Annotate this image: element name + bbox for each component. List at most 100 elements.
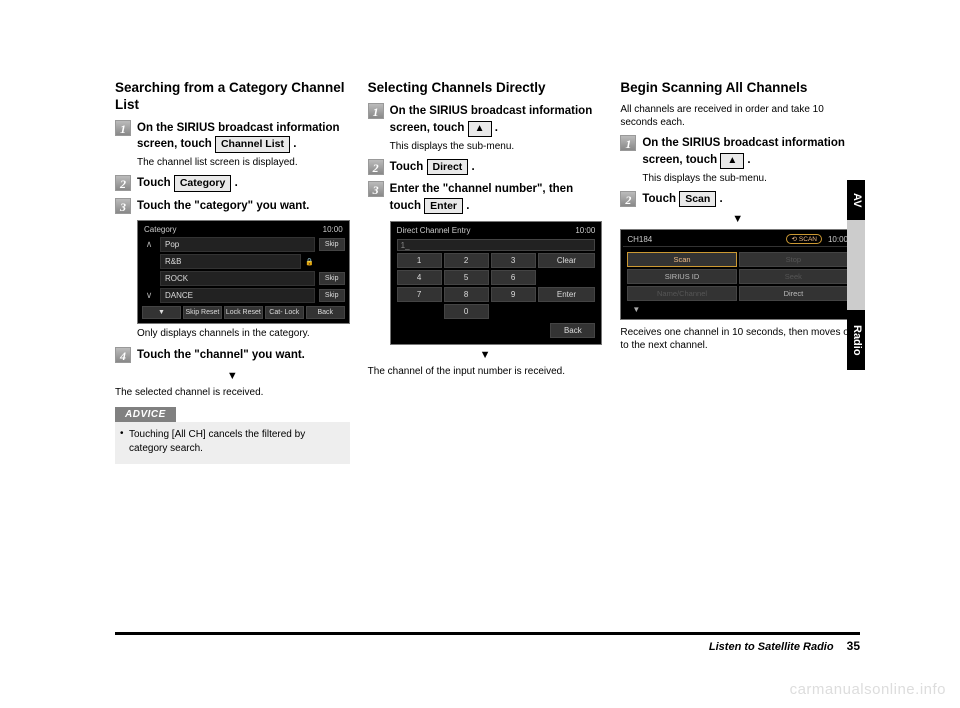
bottom-btn[interactable]: Cat- Lock (265, 306, 304, 319)
step-text: . (471, 161, 474, 173)
skip-button[interactable]: Skip (319, 238, 345, 251)
channel-list-button[interactable]: Channel List (215, 136, 290, 153)
step-number-icon: 3 (368, 181, 384, 197)
step-1: 1 On the SIRIUS broadcast information sc… (620, 135, 855, 185)
column-scan: Begin Scanning All Channels All channels… (620, 80, 855, 464)
cat-item[interactable]: DANCE (160, 288, 315, 303)
skip-button[interactable]: Skip (319, 272, 345, 285)
scan-screenshot: CH184 ⟲ SCAN 10:00 Scan Stop SIRIUS ID S… (620, 229, 855, 320)
down-icon[interactable]: ∨ (142, 290, 156, 301)
step-number-icon: 1 (368, 103, 384, 119)
result-text: The selected channel is received. (115, 386, 350, 399)
column-category-search: Searching from a Category Channel List 1… (115, 80, 350, 464)
ss-channel: CH184 (627, 235, 652, 244)
step-number-icon: 1 (115, 120, 131, 136)
bottom-btn[interactable]: ▼ (142, 306, 181, 319)
scan-btn[interactable]: Seek (739, 269, 848, 284)
down-toggle-icon[interactable]: ▼ (627, 305, 645, 314)
step-body: Touch Scan . (642, 191, 855, 208)
ss-time: 10:00 (323, 225, 343, 234)
lock-icon: 🔒 (305, 258, 315, 266)
step-4: 4 Touch the "channel" you want. (115, 347, 350, 364)
down-arrow-icon: ▼ (115, 370, 350, 382)
step-text: Touch (390, 161, 427, 173)
ss-title: Direct Channel Entry (397, 226, 471, 235)
section-title: Begin Scanning All Channels (620, 80, 855, 97)
step-body: Touch the "category" you want. (137, 198, 350, 215)
bottom-btn[interactable]: Skip Reset (183, 306, 222, 319)
step-body: On the SIRIUS broadcast information scre… (642, 135, 855, 185)
step-text: On the SIRIUS broadcast information scre… (642, 137, 845, 166)
step-number-icon: 1 (620, 135, 636, 151)
step-1: 1 On the SIRIUS broadcast information sc… (115, 120, 350, 169)
key[interactable]: 5 (444, 270, 489, 285)
up-icon[interactable]: ∧ (142, 239, 156, 250)
key[interactable]: 8 (444, 287, 489, 302)
keypad-screenshot: Direct Channel Entry 10:00 1_ 1 2 3 Clea… (390, 221, 603, 345)
ss-title: Category (144, 225, 176, 234)
step-text: . (495, 122, 498, 134)
cat-item[interactable]: ROCK (160, 271, 315, 286)
step-2: 2 Touch Scan . (620, 191, 855, 208)
step-number-icon: 3 (115, 198, 131, 214)
key-back[interactable]: Back (550, 323, 595, 338)
key-clear[interactable]: Clear (538, 253, 596, 268)
key[interactable]: 2 (444, 253, 489, 268)
key[interactable]: 6 (491, 270, 536, 285)
key[interactable]: 0 (444, 304, 489, 319)
footer-section: Listen to Satellite Radio (709, 641, 834, 653)
key[interactable]: 7 (397, 287, 442, 302)
step-sub: The channel list screen is displayed. (137, 156, 350, 169)
key[interactable]: 9 (491, 287, 536, 302)
page-content: Searching from a Category Channel List 1… (115, 80, 855, 464)
cat-item[interactable]: R&B (160, 254, 301, 269)
step-text: Touch the "category" you want. (137, 200, 309, 212)
key[interactable]: 1 (397, 253, 442, 268)
step-text: . (747, 154, 750, 166)
step-body: Touch Category . (137, 175, 350, 192)
category-button[interactable]: Category (174, 175, 232, 192)
bottom-btn[interactable]: Lock Reset (224, 306, 263, 319)
step-number-icon: 4 (115, 347, 131, 363)
cat-item[interactable]: Pop (160, 237, 315, 252)
step-text: . (293, 138, 296, 150)
result-text: The channel of the input number is recei… (368, 365, 603, 378)
scan-button[interactable]: Scan (679, 191, 716, 208)
bottom-btn[interactable]: Back (306, 306, 345, 319)
skip-button[interactable]: Skip (319, 289, 345, 302)
step-sub: Only displays channels in the category. (137, 328, 350, 339)
scan-btn[interactable]: Direct (739, 286, 848, 301)
scan-btn[interactable]: Scan (627, 252, 736, 267)
column-direct-select: Selecting Channels Directly 1 On the SIR… (368, 80, 603, 464)
step-text: Enter the "channel number", then touch (390, 183, 573, 212)
direct-button[interactable]: Direct (427, 159, 469, 176)
key[interactable]: 3 (491, 253, 536, 268)
scan-btn[interactable]: Name/Channel (627, 286, 736, 301)
ss-time: 10:00 (575, 226, 595, 235)
up-arrow-button[interactable]: ▲ (720, 153, 744, 169)
key[interactable]: 4 (397, 270, 442, 285)
key-enter[interactable]: Enter (538, 287, 596, 302)
scan-btn[interactable]: SIRIUS ID (627, 269, 736, 284)
up-arrow-button[interactable]: ▲ (468, 121, 492, 137)
step-3: 3 Enter the "channel number", then touch… (368, 181, 603, 214)
section-subtitle: All channels are received in order and t… (620, 103, 855, 129)
step-text: . (235, 177, 238, 189)
page-number: 35 (847, 639, 860, 653)
step-number-icon: 2 (115, 175, 131, 191)
advice-head: ADVICE (115, 407, 176, 422)
step-3: 3 Touch the "category" you want. (115, 198, 350, 215)
enter-button[interactable]: Enter (424, 198, 463, 215)
ss-time: 10:00 (828, 235, 848, 244)
step-body: Touch the "channel" you want. (137, 347, 350, 364)
step-body: On the SIRIUS broadcast information scre… (390, 103, 603, 153)
step-number-icon: 2 (368, 159, 384, 175)
step-2: 2 Touch Direct . (368, 159, 603, 176)
footer-rule (115, 632, 860, 635)
step-body: On the SIRIUS broadcast information scre… (137, 120, 350, 169)
scan-btn[interactable]: Stop (739, 252, 848, 267)
section-title: Selecting Channels Directly (368, 80, 603, 97)
step-1: 1 On the SIRIUS broadcast information sc… (368, 103, 603, 153)
result-text: Receives one channel in 10 seconds, then… (620, 326, 855, 352)
step-body: Enter the "channel number", then touch E… (390, 181, 603, 214)
